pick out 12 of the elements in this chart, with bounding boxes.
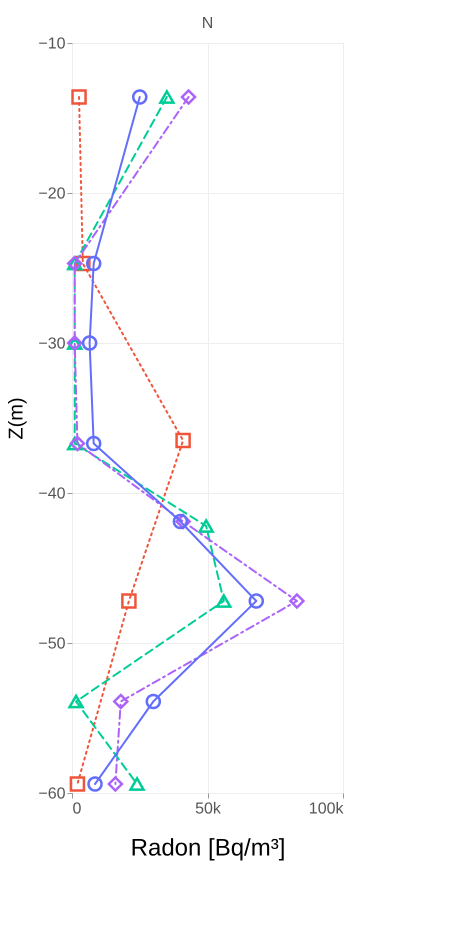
x-axis-title: Radon [Bq/m³] — [130, 834, 286, 862]
y-tick-label: −60 — [38, 786, 66, 802]
y-axis-title: Z(m) — [5, 397, 28, 440]
y-tick-label: −30 — [38, 336, 66, 352]
x-tick-label: 0 — [72, 800, 82, 818]
y-tick-label: −50 — [38, 636, 66, 652]
x-tick-label: 50k — [195, 800, 222, 818]
y-tick-label: −40 — [38, 486, 66, 502]
y-tick-label: −10 — [38, 36, 66, 52]
x-tick-label: 100k — [308, 800, 344, 818]
chart-title: N — [202, 15, 214, 32]
y-tick-label: −20 — [38, 186, 66, 202]
